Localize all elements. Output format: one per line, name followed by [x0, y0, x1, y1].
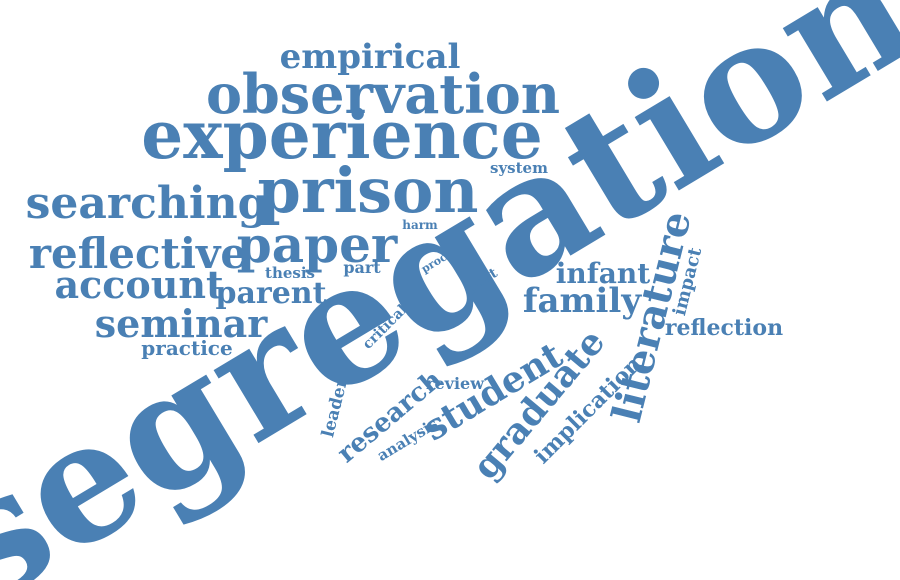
word-reflective: reflective: [29, 229, 247, 278]
word-harm: harm: [402, 218, 438, 232]
word-thesis: thesis: [265, 264, 315, 282]
word-parent: parent: [216, 276, 327, 311]
word-infant: infant: [556, 257, 651, 290]
word-review: review: [426, 374, 485, 393]
word-searching: searching: [26, 178, 269, 229]
word-part: part: [343, 258, 381, 277]
word-system: system: [490, 159, 548, 177]
word-reflection: reflection: [665, 315, 783, 341]
word-paper: paper: [237, 215, 398, 274]
word-empirical: empirical: [280, 37, 461, 77]
word-observation: observation: [206, 62, 560, 126]
word-experience: experience: [141, 96, 542, 174]
word-seminar: seminar: [95, 301, 268, 346]
word-family: family: [523, 281, 642, 321]
word-practice: practice: [141, 336, 232, 360]
word-prison: prison: [258, 154, 479, 227]
word-account: account: [54, 262, 223, 307]
